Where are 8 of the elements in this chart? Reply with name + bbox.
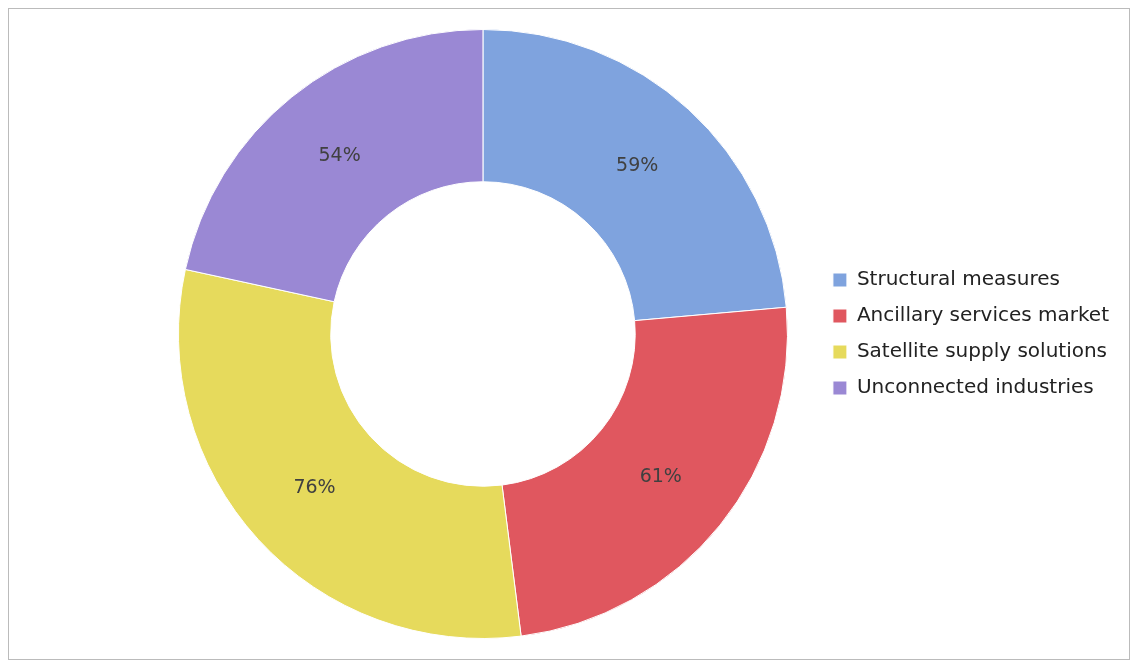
- legend-label: Structural measures: [856, 266, 1060, 291]
- data-label: 61%: [639, 464, 682, 487]
- data-label: 76%: [293, 475, 336, 498]
- legend-label: Ancillary services market: [856, 302, 1110, 327]
- legend-label: Unconnected industries: [856, 374, 1094, 399]
- data-label: 59%: [616, 152, 659, 175]
- data-label: 54%: [318, 143, 361, 166]
- legend-label: Satellite supply solutions: [856, 338, 1108, 363]
